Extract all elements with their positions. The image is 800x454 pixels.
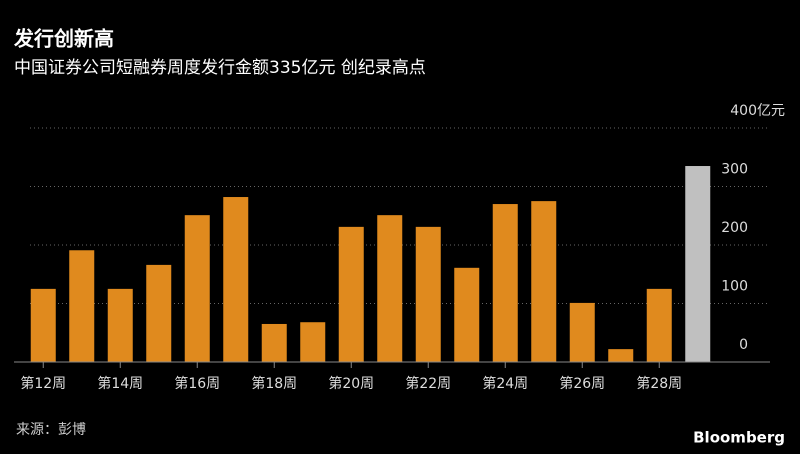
bar: [685, 166, 711, 362]
x-tick-label: 第20周: [328, 375, 374, 392]
source: 来源：彭博: [16, 421, 86, 438]
bar: [608, 349, 634, 362]
bar: [30, 288, 56, 362]
x-tick-label: 第14周: [97, 375, 143, 392]
y-tick-label: 400亿元: [730, 103, 785, 119]
bar: [646, 288, 672, 362]
bar: [531, 201, 557, 362]
bar: [338, 226, 364, 362]
y-tick-label: 300: [721, 162, 748, 178]
bar: [415, 226, 441, 362]
bar: [377, 215, 403, 362]
x-tick-label: 第12周: [20, 375, 66, 392]
bar: [492, 204, 518, 362]
bar: [454, 267, 480, 362]
bar: [569, 302, 595, 362]
chart-title: 发行创新高: [13, 27, 114, 51]
bar: [223, 197, 249, 362]
chart-subtitle: 中国证券公司短融券周度发行金额335亿元 创纪录高点: [14, 58, 426, 78]
x-tick-label: 第18周: [251, 375, 297, 392]
x-tick-label: 第26周: [559, 375, 605, 392]
x-tick-label: 第24周: [482, 375, 528, 392]
y-tick-label: 200: [721, 220, 748, 236]
x-tick-label: 第22周: [405, 375, 451, 392]
bar: [69, 250, 95, 362]
y-tick-label: 100: [721, 279, 748, 295]
bar: [184, 215, 210, 362]
y-tick-label: 0: [739, 337, 748, 353]
x-tick-label: 第16周: [174, 375, 220, 392]
x-tick-label: 第28周: [636, 375, 682, 392]
bar: [146, 264, 172, 362]
brand: Bloomberg: [693, 429, 785, 447]
bar: [261, 323, 287, 362]
bar: [300, 322, 326, 362]
bar: [107, 288, 133, 362]
